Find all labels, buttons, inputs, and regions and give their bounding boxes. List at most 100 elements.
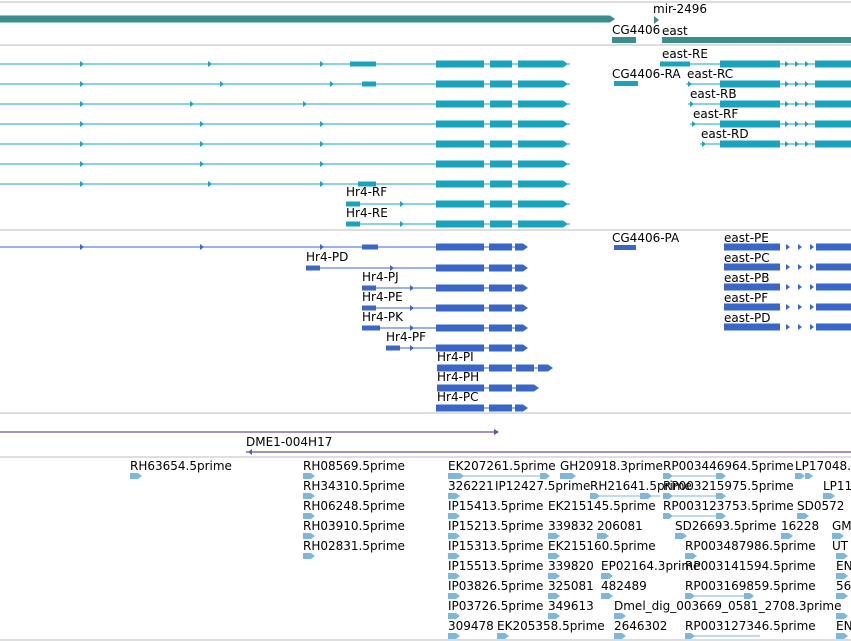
exon-block[interactable]: [516, 364, 534, 372]
est-feature[interactable]: [590, 493, 600, 499]
est-feature[interactable]: [597, 533, 609, 539]
est-label[interactable]: EK207261.5prime: [448, 459, 556, 473]
transcript-label-east-rb[interactable]: east-RB: [690, 87, 737, 101]
exon-block[interactable]: [518, 140, 563, 148]
exon-block[interactable]: [346, 201, 360, 207]
est-feature[interactable]: [614, 633, 626, 639]
est-feature[interactable]: [836, 553, 848, 559]
est-feature[interactable]: [836, 633, 848, 639]
clone-track[interactable]: DME1-004H17: [0, 429, 851, 455]
exon-block[interactable]: [816, 263, 851, 271]
est-feature[interactable]: [716, 473, 726, 479]
est-feature[interactable]: [685, 553, 697, 559]
gene-bar-hr4[interactable]: [0, 15, 610, 23]
exon-block[interactable]: [614, 245, 636, 250]
est-feature[interactable]: [303, 513, 315, 519]
exon-block[interactable]: [516, 384, 534, 392]
exon-block[interactable]: [815, 100, 851, 108]
est-feature[interactable]: [540, 473, 550, 479]
est-label[interactable]: GH20918.3prime: [560, 459, 663, 473]
est-label[interactable]: IP15313.5prime: [448, 539, 543, 553]
exon-block[interactable]: [724, 303, 780, 311]
exon-block[interactable]: [724, 283, 780, 291]
est-label[interactable]: EP02164.3prime: [601, 559, 700, 573]
est-feature[interactable]: [675, 533, 687, 539]
exon-block[interactable]: [538, 364, 548, 372]
est-feature[interactable]: [663, 513, 673, 519]
est-label[interactable]: 2646302: [614, 619, 667, 633]
est-label[interactable]: RH02831.5prime: [303, 539, 405, 553]
est-feature[interactable]: [548, 553, 560, 559]
exon-block[interactable]: [489, 384, 512, 392]
exon-block[interactable]: [436, 243, 484, 251]
est-label[interactable]: GM: [832, 519, 851, 533]
est-feature[interactable]: [548, 573, 560, 579]
est-feature[interactable]: [548, 533, 560, 539]
est-label[interactable]: IP15413.5prime: [448, 499, 543, 513]
transcript-label-cg4406-ra[interactable]: CG4406-RA: [612, 67, 681, 81]
est-feature[interactable]: [832, 533, 844, 539]
exon-block[interactable]: [816, 323, 851, 331]
exon-block[interactable]: [518, 100, 563, 108]
est-label[interactable]: RP003215975.5prime: [663, 479, 794, 493]
est-label[interactable]: SD0572: [797, 499, 844, 513]
est-feature[interactable]: [448, 613, 460, 619]
est-feature[interactable]: [448, 553, 460, 559]
exon-block[interactable]: [489, 344, 512, 352]
transcript-label-hr4-re[interactable]: Hr4-RE: [346, 206, 388, 220]
est-label[interactable]: RP003123753.5prime: [663, 499, 794, 513]
exon-block[interactable]: [720, 140, 780, 148]
clone-label-dme1[interactable]: DME1-004H17: [246, 435, 332, 449]
exon-block[interactable]: [720, 100, 780, 108]
est-label[interactable]: 482489: [601, 579, 647, 593]
transcript-label-east-re[interactable]: east-RE: [662, 47, 708, 61]
est-feature[interactable]: [601, 593, 613, 599]
protein-label-east-pb[interactable]: east-PB: [724, 271, 770, 285]
est-label[interactable]: IP15213.5prime: [448, 519, 543, 533]
exon-block[interactable]: [306, 265, 320, 271]
est-label[interactable]: 16228: [781, 519, 819, 533]
exon-block[interactable]: [515, 404, 523, 412]
exon-block[interactable]: [436, 160, 484, 168]
exon-block[interactable]: [515, 344, 523, 352]
exon-block[interactable]: [436, 180, 484, 188]
exon-block[interactable]: [815, 60, 851, 68]
exon-block[interactable]: [358, 181, 376, 187]
est-feature[interactable]: [448, 533, 460, 539]
exon-block[interactable]: [362, 325, 380, 331]
exon-block[interactable]: [515, 304, 523, 312]
exon-block[interactable]: [720, 80, 780, 88]
exon-block[interactable]: [490, 60, 512, 68]
est-label[interactable]: LP11: [823, 479, 851, 493]
gene-bar-cg4406[interactable]: [612, 37, 636, 43]
exon-block[interactable]: [518, 200, 563, 208]
est-label[interactable]: EK215160.5prime: [548, 539, 656, 553]
protein-label-hr4-pf[interactable]: Hr4-PF: [386, 330, 426, 344]
protein-label-hr4-pj[interactable]: Hr4-PJ: [362, 270, 399, 284]
exon-block[interactable]: [490, 220, 512, 228]
est-label[interactable]: 309478: [448, 619, 494, 633]
est-label[interactable]: UT: [832, 539, 849, 553]
exon-block[interactable]: [489, 243, 512, 251]
protein-label-hr4-ph[interactable]: Hr4-PH: [437, 370, 479, 384]
est-feature[interactable]: [805, 473, 813, 479]
est-label[interactable]: SD26693.5prime: [675, 519, 776, 533]
est-label[interactable]: RP003487986.5prime: [685, 539, 816, 553]
est-label[interactable]: RH08569.5prime: [303, 459, 405, 473]
est-feature[interactable]: [663, 493, 673, 499]
exon-block[interactable]: [436, 404, 484, 412]
protein-label-east-pe[interactable]: east-PE: [724, 231, 769, 245]
exon-block[interactable]: [724, 323, 780, 331]
protein-label-hr4-pi[interactable]: Hr4-PI: [437, 350, 474, 364]
est-label[interactable]: Dmel_dig_003669_0581_2708.3prime: [614, 599, 842, 613]
exon-block[interactable]: [816, 303, 851, 311]
est-label[interactable]: RH21641.5prime: [590, 479, 692, 493]
est-label[interactable]: 206081: [597, 519, 643, 533]
exon-block[interactable]: [660, 61, 690, 67]
exon-block[interactable]: [489, 304, 512, 312]
est-label[interactable]: 339832: [548, 519, 594, 533]
exon-block[interactable]: [362, 285, 376, 291]
exon-block[interactable]: [815, 120, 851, 128]
exon-block[interactable]: [489, 264, 512, 272]
est-label[interactable]: IP03726.5prime: [448, 599, 543, 613]
